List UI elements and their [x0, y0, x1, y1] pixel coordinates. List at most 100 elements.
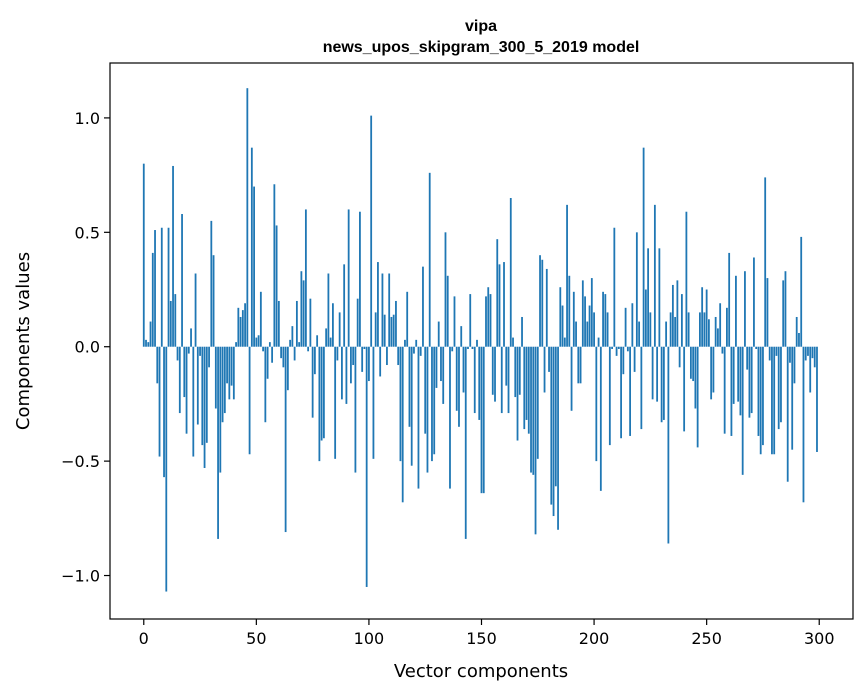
bar-187: [563, 337, 566, 347]
bar-233: [667, 346, 670, 544]
x-tick-label-200: 200: [579, 629, 610, 648]
bar-55: [266, 346, 269, 379]
bar-48: [250, 147, 253, 347]
bar-174: [534, 346, 537, 535]
bar-36: [223, 346, 226, 414]
bar-200: [593, 312, 595, 347]
bar-291: [798, 332, 800, 347]
bar-65: [289, 339, 292, 347]
bar-222: [642, 147, 645, 347]
bar-149: [478, 346, 481, 420]
bar-102: [372, 346, 375, 459]
bar-141: [460, 326, 463, 347]
bar-124: [422, 266, 424, 347]
bar-238: [678, 346, 681, 368]
bar-35: [221, 346, 224, 423]
bar-188: [566, 204, 568, 347]
bar-6: [156, 346, 159, 384]
bar-242: [687, 312, 690, 347]
bar-46: [246, 88, 249, 347]
bar-51: [257, 335, 260, 347]
bar-0: [142, 163, 145, 347]
bar-24: [196, 346, 199, 425]
bar-126: [426, 346, 429, 473]
bar-86: [336, 346, 339, 361]
bar-210: [615, 346, 618, 356]
bar-164: [512, 337, 514, 347]
bar-80: [322, 346, 325, 439]
bar-37: [226, 346, 228, 384]
plot-frame: [109, 62, 854, 620]
bar-213: [622, 346, 625, 375]
bar-269: [748, 346, 751, 418]
bar-232: [665, 321, 668, 347]
bar-217: [631, 303, 634, 347]
bar-69: [298, 342, 301, 347]
bar-90: [345, 346, 348, 404]
bar-104: [377, 262, 379, 347]
bar-61: [280, 346, 283, 359]
bar-77: [316, 335, 319, 347]
bar-17: [181, 214, 183, 347]
bar-50: [255, 337, 258, 347]
bar-288: [791, 346, 794, 450]
bar-170: [525, 346, 528, 420]
bar-66: [291, 326, 294, 347]
bar-100: [368, 346, 370, 382]
bar-7: [158, 346, 161, 457]
bar-224: [647, 248, 650, 347]
bar-134: [444, 232, 447, 347]
bar-88: [341, 346, 343, 400]
bar-296: [809, 346, 812, 393]
bar-58: [273, 184, 276, 347]
bar-255: [717, 328, 719, 347]
bar-106: [381, 273, 384, 347]
bar-246: [696, 346, 699, 448]
bar-107: [383, 314, 386, 347]
bar-99: [365, 346, 368, 587]
bar-198: [588, 305, 591, 347]
bar-70: [300, 271, 303, 347]
bar-257: [721, 346, 724, 354]
bar-176: [539, 255, 541, 347]
bar-112: [395, 300, 397, 347]
bar-268: [746, 346, 749, 370]
bar-253: [712, 346, 715, 393]
bar-158: [498, 264, 501, 347]
bar-237: [676, 280, 679, 347]
bar-290: [795, 316, 798, 347]
bar-63: [284, 346, 287, 533]
bar-169: [523, 346, 526, 430]
bar-177: [541, 259, 544, 347]
bar-265: [739, 346, 742, 416]
bar-201: [595, 346, 598, 462]
y-tick-label-4: 1.0: [75, 109, 100, 128]
bar-109: [388, 273, 391, 347]
bar-202: [597, 337, 600, 347]
bar-71: [302, 280, 305, 347]
bar-203: [599, 346, 602, 491]
bar-192: [575, 321, 577, 347]
bar-258: [723, 346, 726, 434]
bar-204: [602, 291, 604, 347]
bar-44: [241, 310, 244, 347]
bar-279: [771, 346, 773, 455]
bar-123: [419, 346, 422, 356]
bar-34: [219, 346, 222, 473]
bar-49: [253, 186, 255, 347]
bar-22: [192, 346, 195, 457]
y-tick-label-2: 0.0: [75, 338, 100, 357]
bar-79: [320, 346, 323, 441]
bar-131: [437, 321, 440, 347]
bar-179: [545, 268, 548, 347]
bar-189: [568, 275, 571, 347]
bar-64: [286, 346, 289, 391]
bar-67: [293, 346, 296, 361]
x-tick-label-150: 150: [466, 629, 497, 648]
bar-196: [584, 296, 586, 347]
bar-280: [773, 346, 776, 455]
bar-41: [235, 342, 237, 347]
bar-21: [190, 328, 192, 347]
bar-155: [491, 346, 494, 395]
